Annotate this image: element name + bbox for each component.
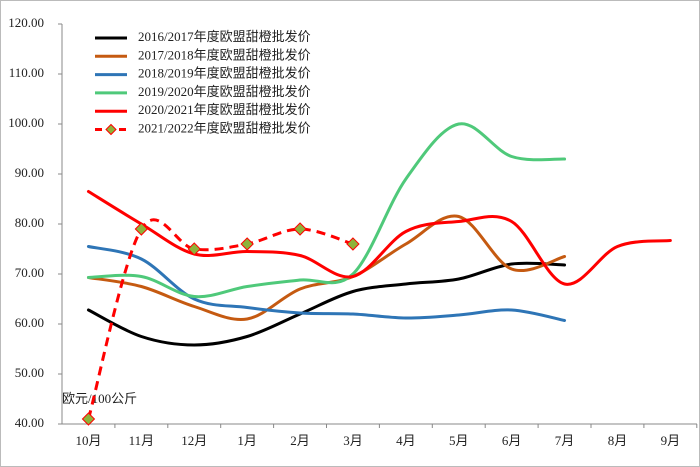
x-tick-label: 3月 xyxy=(343,433,363,448)
x-tick-label: 2月 xyxy=(290,433,310,448)
x-tick-label: 1月 xyxy=(237,433,257,448)
legend-label: 2018/2019年度欧盟甜橙批发价 xyxy=(138,66,311,81)
x-tick-label: 10月 xyxy=(75,433,101,448)
y-tick-label: 50.00 xyxy=(15,365,44,380)
series-marker xyxy=(81,412,96,426)
series-line xyxy=(86,245,567,322)
y-tick-label: 70.00 xyxy=(15,265,44,280)
series-marker xyxy=(346,237,360,251)
legend-label: 2021/2022年度欧盟甜橙批发价 xyxy=(138,120,311,135)
x-tick-label: 12月 xyxy=(181,433,207,448)
x-tick-label: 11月 xyxy=(129,433,155,448)
y-tick-label: 120.00 xyxy=(8,15,44,30)
x-tick-label: 5月 xyxy=(449,433,469,448)
series-marker xyxy=(187,242,201,256)
legend-label: 2017/2018年度欧盟甜橙批发价 xyxy=(138,47,311,62)
legend-marker xyxy=(105,123,117,136)
series-marker xyxy=(134,222,149,236)
y-tick-label: 90.00 xyxy=(15,165,44,180)
series-marker xyxy=(240,237,254,251)
y-tick-label: 60.00 xyxy=(15,315,44,330)
series-line xyxy=(86,122,567,299)
series-marker xyxy=(293,222,307,236)
series-line xyxy=(86,261,567,347)
legend-label: 2019/2020年度欧盟甜橙批发价 xyxy=(138,84,311,99)
y-annotation: 欧元/100公斤 xyxy=(62,391,137,406)
x-tick-label: 8月 xyxy=(608,433,628,448)
x-tick-label: 9月 xyxy=(661,433,681,448)
x-tick-label: 7月 xyxy=(555,433,575,448)
y-tick-label: 80.00 xyxy=(15,215,44,230)
series-line xyxy=(87,218,354,420)
y-tick-label: 40.00 xyxy=(15,415,44,430)
legend-label: 2016/2017年度欧盟甜橙批发价 xyxy=(138,29,311,44)
legend-label: 2020/2021年度欧盟甜橙批发价 xyxy=(138,102,311,117)
y-tick-label: 100.00 xyxy=(8,115,44,130)
y-tick-label: 110.00 xyxy=(9,65,44,80)
x-tick-label: 6月 xyxy=(502,433,522,448)
x-tick-label: 4月 xyxy=(396,433,416,448)
